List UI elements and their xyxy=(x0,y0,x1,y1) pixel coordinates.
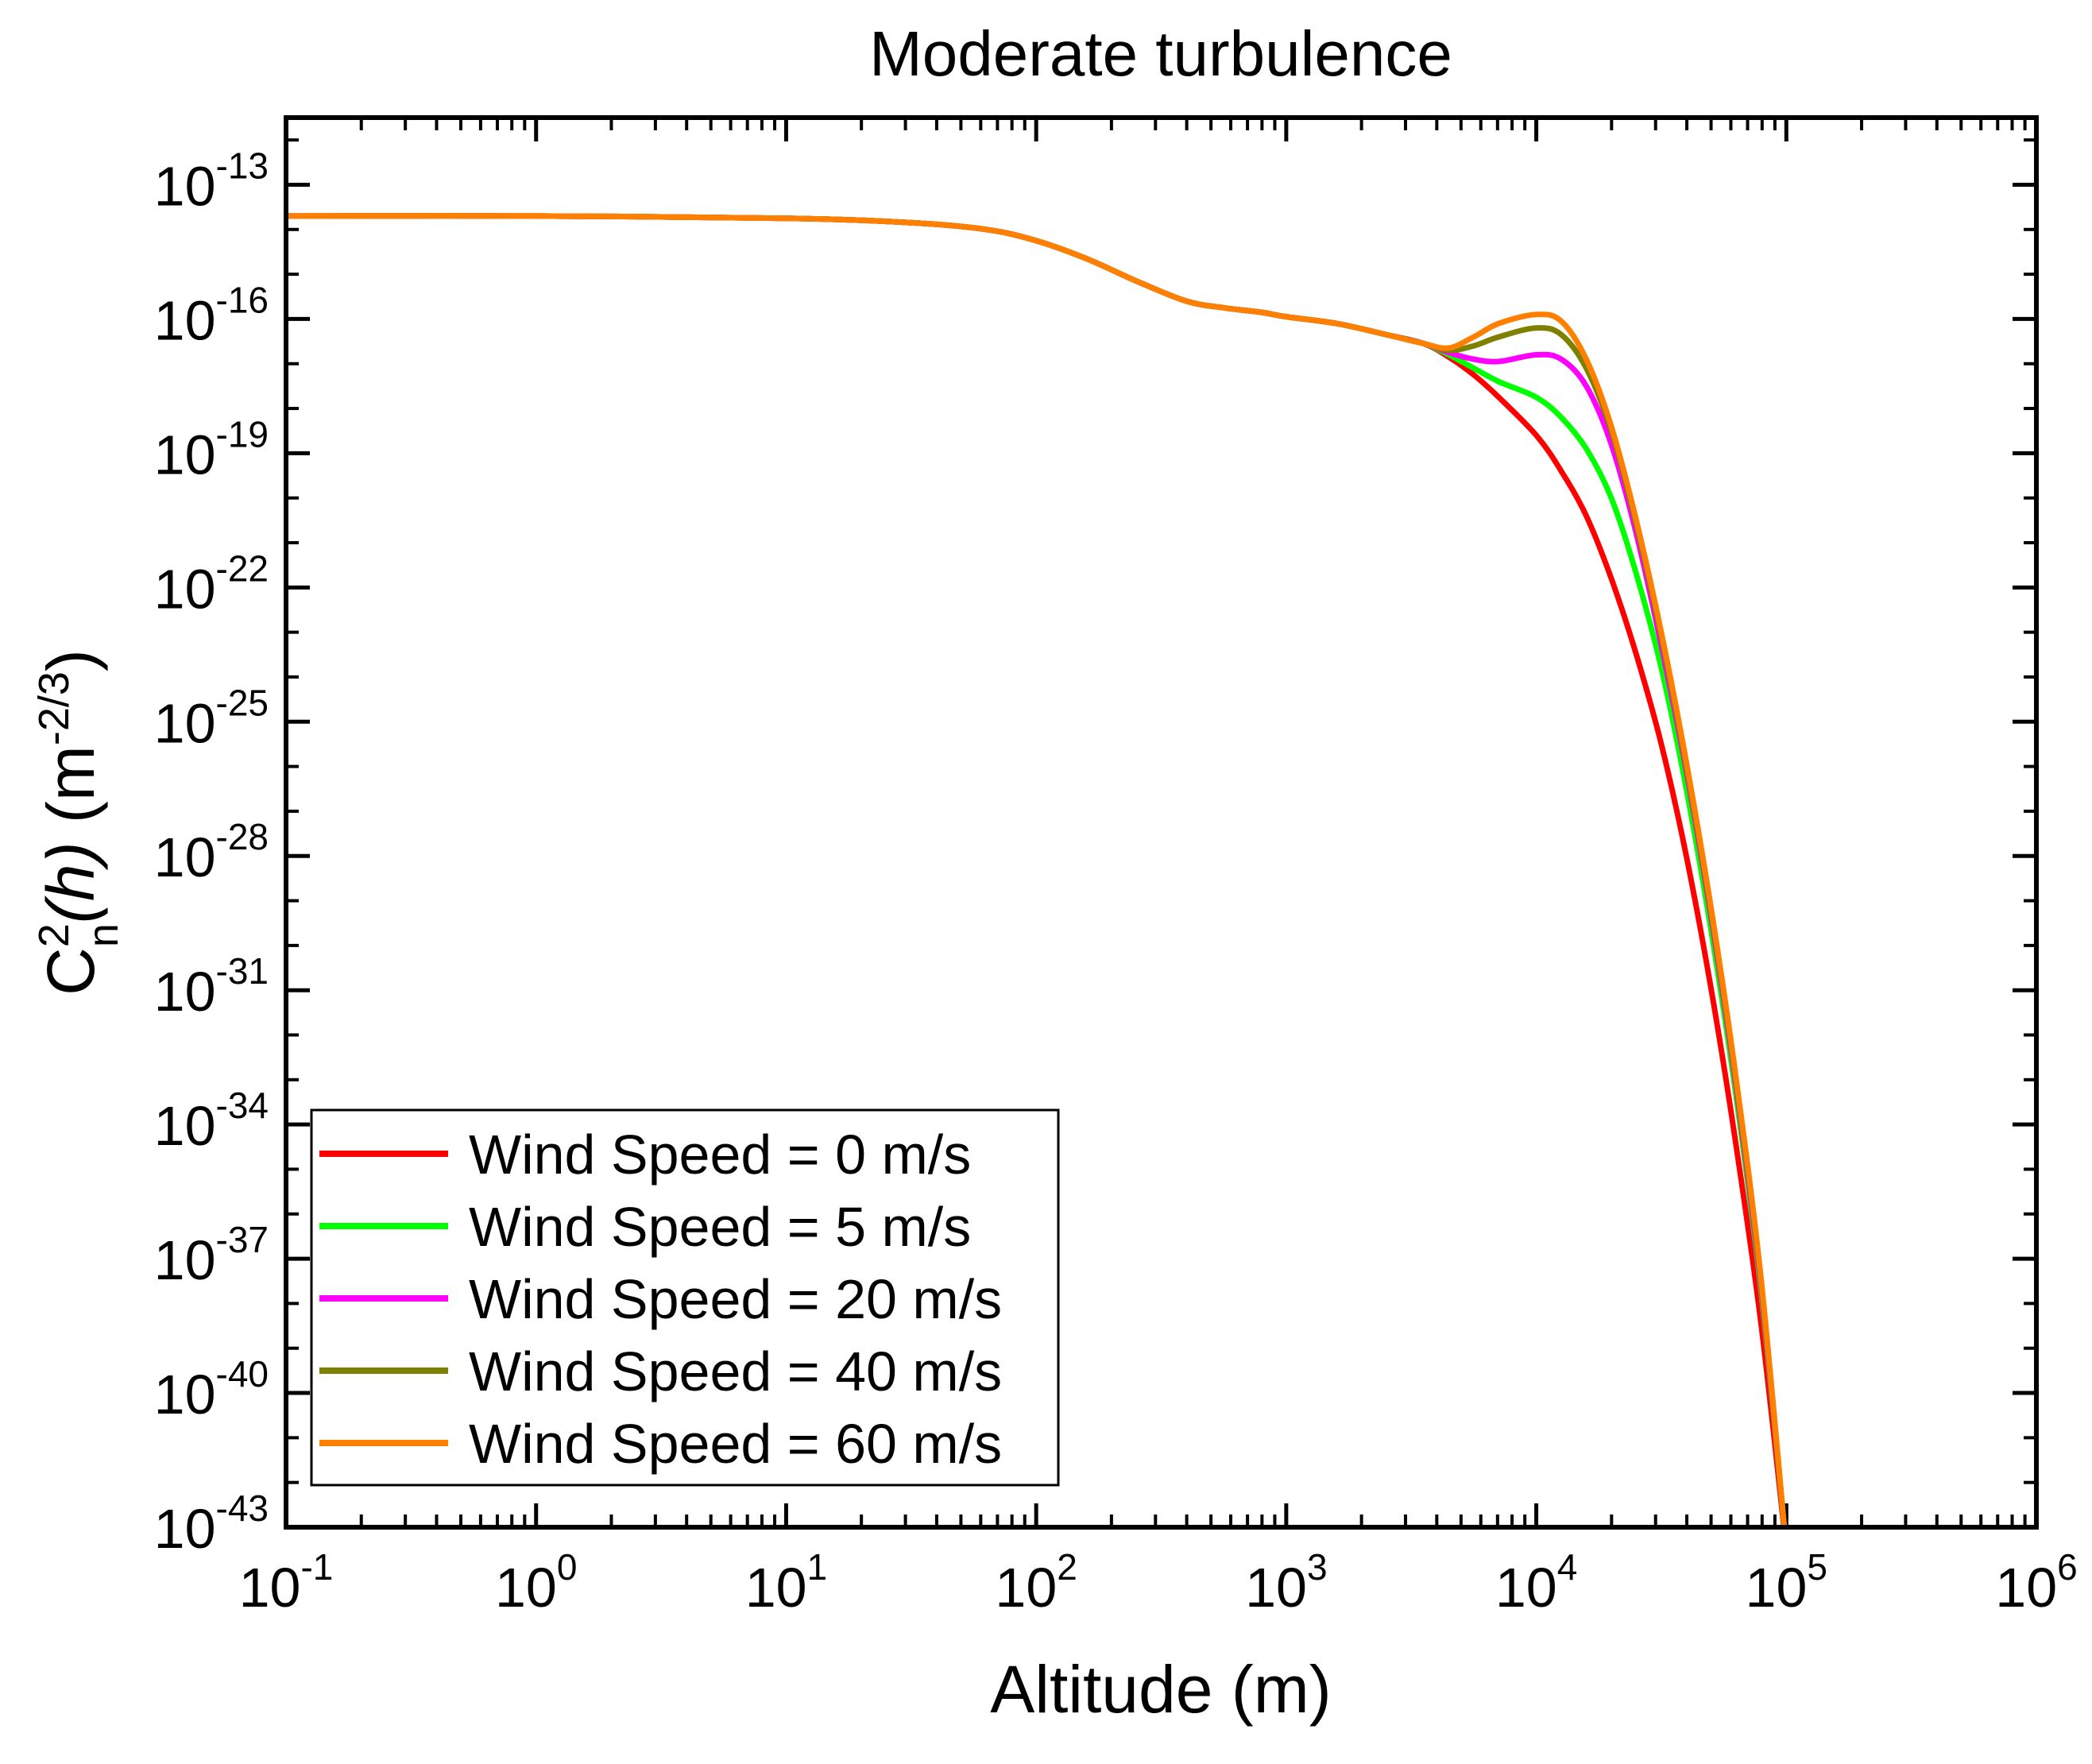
legend-label-0: Wind Speed = 0 m/s xyxy=(469,1124,971,1186)
x-tick-label: 101 xyxy=(745,1546,827,1619)
y-label-sub: n xyxy=(79,923,127,947)
y-tick-label: 10-40 xyxy=(154,1353,269,1426)
y-label-func: (h) xyxy=(33,841,108,923)
y-tick-label: 10-43 xyxy=(154,1487,269,1560)
y-axis-label: C2n(h) (m-2/3) xyxy=(30,649,127,996)
x-tick-label: 100 xyxy=(495,1546,577,1619)
x-axis-label: Altitude (m) xyxy=(990,1652,1331,1727)
x-tick-label: 10-1 xyxy=(239,1546,334,1619)
legend-label-3: Wind Speed = 40 m/s xyxy=(469,1340,1002,1402)
plot-frame xyxy=(284,115,2039,1530)
legend-label-4: Wind Speed = 60 m/s xyxy=(469,1413,1002,1475)
x-tick-label: 106 xyxy=(1995,1546,2077,1619)
y-label-sup: 2 xyxy=(30,923,78,947)
y-tick-label: 10-25 xyxy=(154,682,269,754)
y-label-unit-close: ) xyxy=(33,649,108,671)
y-tick-label: 10-13 xyxy=(154,145,269,217)
series-line-4 xyxy=(286,213,1788,1527)
legend-label-2: Wind Speed = 20 m/s xyxy=(469,1268,1002,1330)
x-tick-label: 105 xyxy=(1746,1546,1827,1619)
x-tick-labels: 10-1 100 101 102 103 104 105 106 xyxy=(239,1546,2078,1619)
y-tick-label: 10-19 xyxy=(154,413,269,485)
y-label-unit-exp: -2/3 xyxy=(30,671,78,745)
y-tick-label: 10-37 xyxy=(154,1219,269,1291)
svg-text:C2n(h) (m-2/3): C2n(h) (m-2/3) xyxy=(30,649,127,996)
y-tick-label: 10-34 xyxy=(154,1085,269,1157)
x-tick-label: 103 xyxy=(1245,1546,1327,1619)
x-tick-label: 104 xyxy=(1495,1546,1577,1619)
chart-title: Moderate turbulence xyxy=(869,18,1452,89)
y-label-unit-open: (m xyxy=(33,745,108,841)
y-tick-label: 10-28 xyxy=(154,816,269,888)
y-label-prefix: C xyxy=(33,947,108,996)
legend-label-1: Wind Speed = 5 m/s xyxy=(469,1196,971,1258)
y-tick-label: 10-22 xyxy=(154,547,269,620)
y-tick-label: 10-31 xyxy=(154,950,269,1023)
series-lines xyxy=(286,213,1788,1527)
legend: Wind Speed = 0 m/s Wind Speed = 5 m/s Wind… xyxy=(310,1108,1060,1487)
x-tick-label: 102 xyxy=(995,1546,1077,1619)
y-tick-labels: 10-13 10-16 10-19 10-22 10-25 10-28 10-31 10-34… xyxy=(154,145,269,1560)
y-tick-label: 10-16 xyxy=(154,279,269,351)
